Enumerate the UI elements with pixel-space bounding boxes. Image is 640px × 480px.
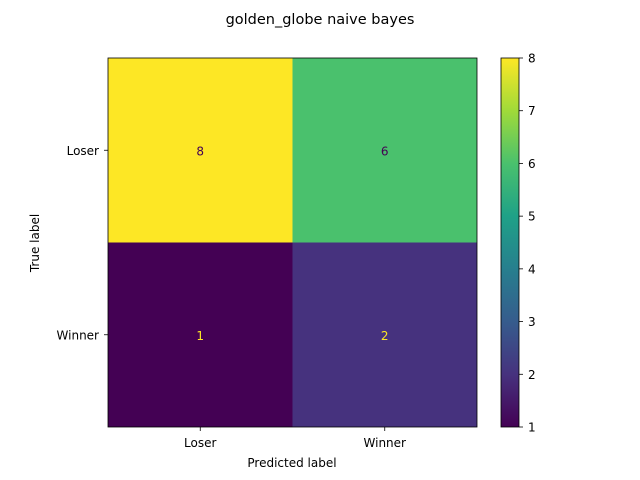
- cell-value-label-1-1: 2: [381, 329, 389, 343]
- colorbar-tick-label: 4: [528, 262, 536, 276]
- y-tick-label: Loser: [67, 144, 99, 158]
- y-axis-label: True label: [28, 214, 42, 273]
- colorbar-tick-label: 1: [528, 421, 536, 435]
- heatmap-cell-labels: 8 6 1 2: [196, 144, 388, 343]
- plot-frame: [107, 57, 478, 428]
- colorbar-tick-label: 8: [528, 52, 536, 66]
- y-axis: Loser Winner: [57, 144, 108, 342]
- heatmap-cell-1-0: [108, 242, 293, 427]
- x-tick-label: Loser: [184, 436, 216, 450]
- x-tick-label: Winner: [364, 436, 407, 450]
- colorbar: [500, 57, 520, 428]
- y-tick-label: Winner: [57, 328, 100, 342]
- colorbar-tick-label: 5: [528, 210, 536, 224]
- chart-title: golden_globe naive bayes: [226, 12, 415, 28]
- colorbar-tick-label: 6: [528, 157, 536, 171]
- colorbar-ticks: 1 2 3 4 5 6 7 8: [519, 52, 536, 435]
- colorbar-tick-label: 3: [528, 315, 536, 329]
- x-axis: Loser Winner: [184, 427, 406, 450]
- colorbar-tick-label: 7: [528, 104, 536, 118]
- heatmap-cell-0-0: [108, 58, 293, 243]
- heatmap-cell-0-1: [292, 58, 477, 243]
- cell-value-label-0-1: 6: [381, 144, 389, 158]
- x-axis-label: Predicted label: [247, 456, 336, 470]
- cell-value-label-0-0: 8: [196, 144, 204, 158]
- colorbar-tick-label: 2: [528, 368, 536, 382]
- heatmap-cell-1-1: [292, 242, 477, 427]
- cell-value-label-1-0: 1: [196, 329, 204, 343]
- heatmap-cells: [108, 58, 477, 427]
